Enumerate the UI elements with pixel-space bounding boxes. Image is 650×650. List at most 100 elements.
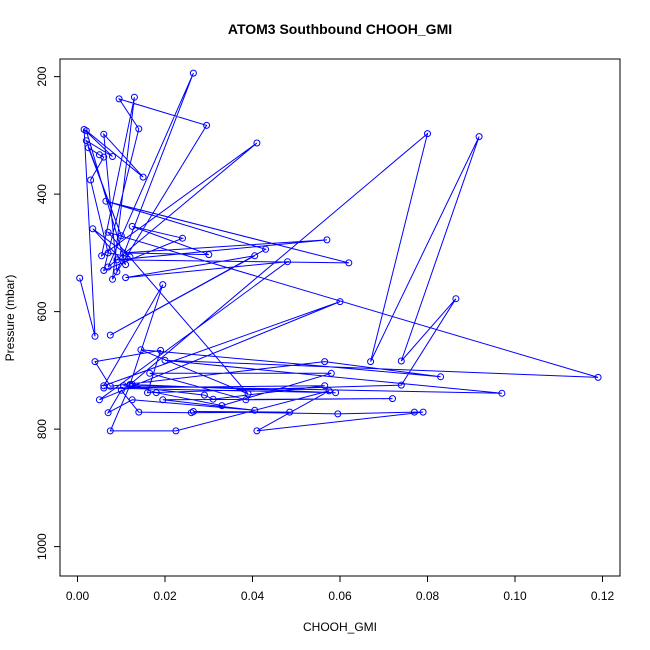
x-axis-label: CHOOH_GMI <box>303 620 377 634</box>
x-tick-label: 0.04 <box>241 589 265 603</box>
data-point <box>437 373 445 381</box>
data-point <box>109 275 116 283</box>
data-point <box>98 252 106 260</box>
data-point <box>106 427 114 435</box>
y-tick-label: 200 <box>35 66 49 86</box>
data-point <box>498 389 506 397</box>
data-point <box>89 225 97 233</box>
data-point <box>115 95 123 103</box>
y-axis: 200 400 600 800 1000 <box>35 66 60 560</box>
data-point <box>128 222 136 230</box>
data-point <box>157 346 165 354</box>
data-point <box>334 410 342 418</box>
data-point <box>325 387 333 395</box>
data-point <box>321 358 329 366</box>
data-point <box>113 268 121 276</box>
data-point <box>161 356 169 364</box>
data-point <box>389 395 396 403</box>
x-tick-label: 0.12 <box>591 589 615 603</box>
data-point <box>100 267 108 274</box>
data-point <box>87 176 95 184</box>
data-point <box>104 249 112 257</box>
y-axis-label: Pressure (mbar) <box>3 275 17 362</box>
chart-title: ATOM3 Southbound CHOOH_GMI <box>228 21 452 37</box>
data-point <box>397 381 405 389</box>
data-point <box>410 408 418 416</box>
data-point <box>100 130 108 138</box>
data-point <box>179 234 186 242</box>
data-point <box>113 256 121 264</box>
data-point <box>76 274 84 282</box>
data-point <box>200 391 208 399</box>
x-tick-label: 0.08 <box>416 589 440 603</box>
x-tick-label: 0.06 <box>328 589 352 603</box>
data-point <box>91 358 99 366</box>
data-point <box>253 427 261 435</box>
data-point <box>242 396 250 404</box>
data-point <box>152 389 160 397</box>
data-point <box>424 130 431 138</box>
data-point <box>135 408 143 416</box>
data-point <box>475 133 483 141</box>
data-point <box>594 373 602 381</box>
data-point <box>253 139 261 147</box>
data-point <box>135 125 143 133</box>
data-point <box>126 253 134 261</box>
data-point <box>100 384 108 392</box>
x-axis: 0.00 0.02 0.04 0.06 0.08 0.10 0.12 <box>66 576 615 603</box>
data-point <box>286 408 294 416</box>
data-point <box>159 396 167 404</box>
data-point <box>146 369 154 377</box>
data-point <box>104 263 112 271</box>
data-point <box>189 69 197 77</box>
data-point <box>117 386 125 394</box>
data-point <box>327 369 335 377</box>
data-point <box>321 382 329 390</box>
data-point <box>159 281 167 289</box>
data-point <box>106 382 114 390</box>
data-point <box>109 153 116 160</box>
y-tick-label: 800 <box>35 419 49 439</box>
data-point <box>91 332 99 340</box>
y-tick-label: 600 <box>35 301 49 321</box>
data-point <box>367 358 375 366</box>
data-point <box>205 251 213 259</box>
data-point <box>117 232 125 240</box>
data-point <box>139 173 147 181</box>
data-point <box>137 346 145 354</box>
y-tick-label: 400 <box>35 184 49 204</box>
data-point <box>262 245 270 253</box>
data-point <box>82 137 90 145</box>
data-point <box>95 396 103 404</box>
data-point <box>323 236 331 244</box>
data-point <box>244 390 252 398</box>
data-point <box>203 121 211 129</box>
x-tick-label: 0.10 <box>503 589 527 603</box>
data-point <box>284 258 291 266</box>
data-point <box>102 197 110 205</box>
series-line <box>79 72 599 432</box>
series-points <box>76 69 602 435</box>
plot-frame <box>59 58 621 577</box>
data-point <box>128 396 136 404</box>
data-point <box>100 382 108 390</box>
data-point <box>122 274 130 282</box>
data-point <box>452 295 460 303</box>
data-point <box>119 249 127 257</box>
data-point <box>104 409 112 417</box>
data-point <box>251 406 259 414</box>
x-tick-label: 0.02 <box>153 589 177 603</box>
data-point <box>209 395 217 403</box>
data-point <box>419 408 427 416</box>
data-point <box>106 331 114 339</box>
data-point <box>172 427 180 435</box>
data-point <box>126 381 134 389</box>
data-point <box>332 389 340 397</box>
series-lines <box>79 72 599 432</box>
data-point <box>130 93 138 101</box>
y-tick-label: 1000 <box>35 533 49 560</box>
data-point <box>144 389 151 397</box>
data-point <box>84 144 92 152</box>
data-point <box>82 127 90 135</box>
